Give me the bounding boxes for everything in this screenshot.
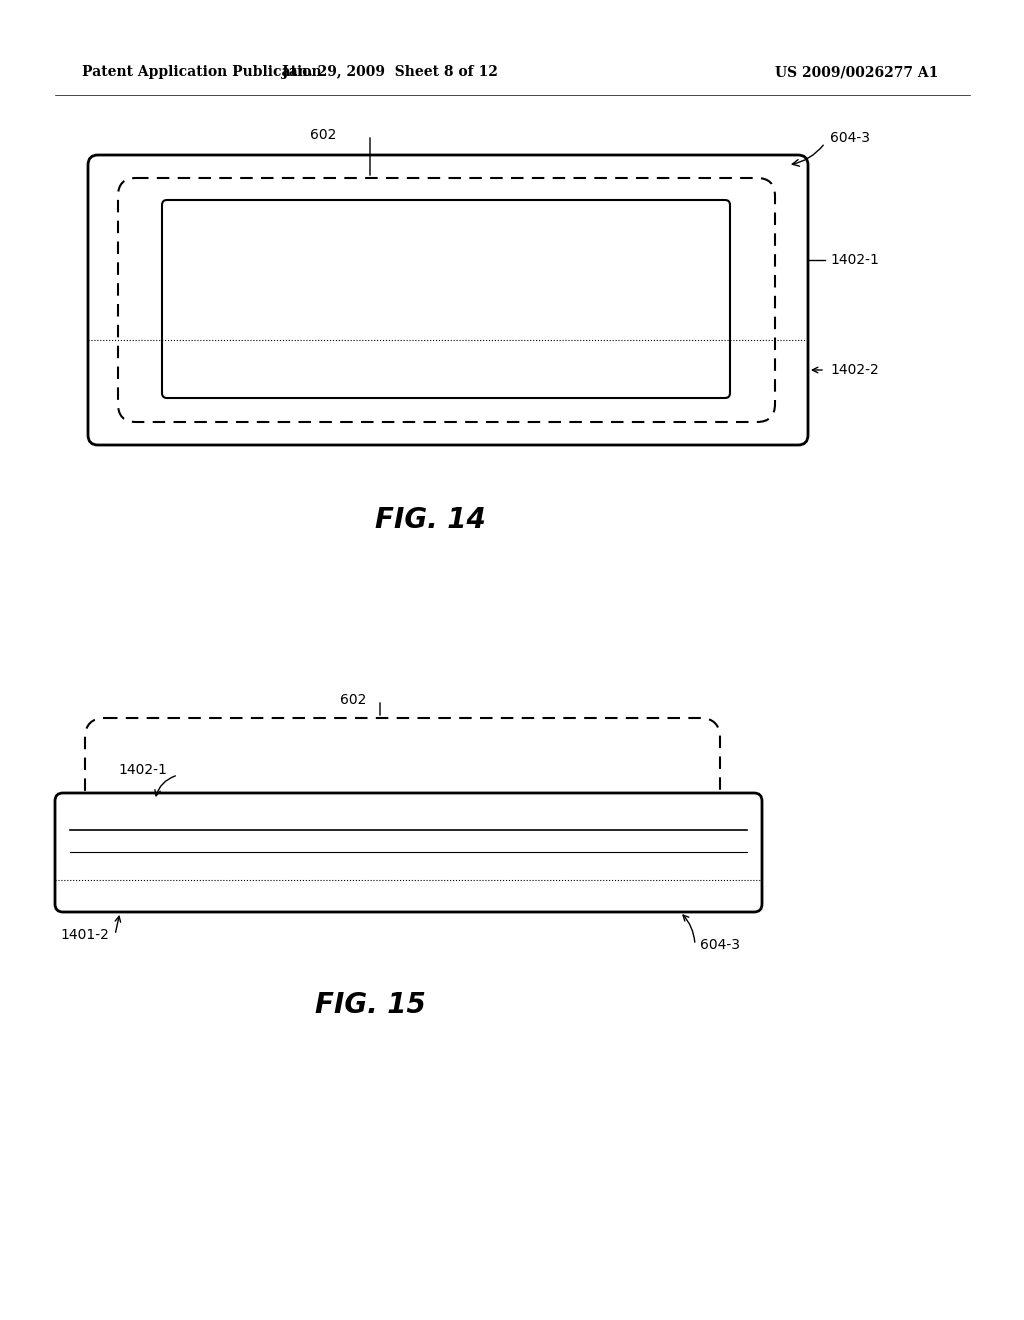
Text: 602: 602: [310, 128, 336, 143]
Text: 1402-1: 1402-1: [118, 763, 167, 777]
Text: 1402-2: 1402-2: [830, 363, 879, 378]
FancyBboxPatch shape: [162, 201, 730, 399]
FancyBboxPatch shape: [88, 154, 808, 445]
Text: 1401-2: 1401-2: [60, 928, 109, 942]
Text: 604-3: 604-3: [830, 131, 870, 145]
FancyBboxPatch shape: [55, 793, 762, 912]
FancyBboxPatch shape: [85, 718, 720, 870]
Text: US 2009/0026277 A1: US 2009/0026277 A1: [775, 65, 938, 79]
Text: 604-3: 604-3: [700, 939, 740, 952]
Text: FIG. 15: FIG. 15: [314, 991, 425, 1019]
Text: 602: 602: [340, 693, 367, 708]
Text: Patent Application Publication: Patent Application Publication: [82, 65, 322, 79]
Text: FIG. 14: FIG. 14: [375, 506, 485, 535]
Text: 1402-1: 1402-1: [830, 253, 879, 267]
Text: Jan. 29, 2009  Sheet 8 of 12: Jan. 29, 2009 Sheet 8 of 12: [282, 65, 498, 79]
